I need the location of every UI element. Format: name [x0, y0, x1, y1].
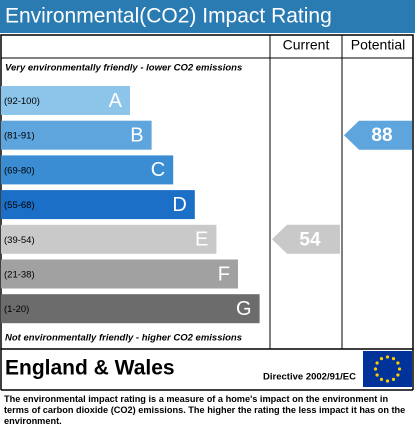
band-letter: D [172, 194, 186, 216]
rating-value: 88 [371, 125, 392, 146]
title: Environmental(CO2) Impact Rating [5, 5, 332, 28]
band-bar [1, 224, 217, 254]
band-bar [1, 120, 152, 150]
band-range: (92-100) [4, 96, 40, 107]
rating-value: 54 [299, 229, 321, 250]
rating-arrow [272, 224, 340, 254]
flag-stars [373, 355, 402, 383]
band-letter: F [218, 263, 230, 285]
title-bar [0, 0, 415, 33]
flag-star [373, 367, 378, 371]
footer: The environmental impact rating is a mea… [4, 394, 406, 426]
band-bar [1, 86, 130, 115]
arrows: 54 88 [272, 120, 412, 254]
bottom-note: Not environmentally friendly - higher CO… [5, 333, 242, 344]
band-range: (21-38) [4, 270, 35, 281]
flag-star [396, 373, 400, 377]
flag-star [379, 377, 384, 381]
flag-star [375, 373, 379, 377]
band-range: (69-80) [4, 165, 35, 176]
flag-star [396, 361, 400, 365]
band-range: (39-54) [4, 235, 35, 246]
region: England & Wales [5, 357, 175, 380]
directive: Directive 2002/91/EC [263, 372, 356, 383]
potential-header: Potential [351, 37, 405, 53]
eu-flag [363, 351, 412, 387]
band-letter: B [130, 124, 143, 146]
band-bar [1, 155, 174, 185]
band-range: (81-91) [4, 131, 35, 142]
rating-arrow [344, 120, 412, 150]
band-bar [1, 190, 195, 220]
flag-star [379, 357, 384, 361]
flag-star [385, 355, 390, 359]
bands: (92-100) A (81-91) B (69-80) C (55-68) D (39-54)… [1, 86, 260, 324]
band-bar [1, 294, 260, 324]
band-letter: E [195, 229, 208, 251]
flag-star [391, 377, 396, 381]
flag-star [375, 361, 379, 365]
flag-star [397, 367, 402, 371]
band-range: (1-20) [4, 304, 29, 315]
band-letter: G [236, 298, 252, 320]
band-letter: A [109, 90, 123, 112]
flag-star [385, 379, 390, 383]
top-note: Very environmentally friendly - lower CO… [5, 63, 242, 74]
flag-star [391, 357, 396, 361]
band-letter: C [151, 159, 165, 181]
band-bar [1, 259, 238, 289]
band-range: (55-68) [4, 200, 35, 211]
current-header: Current [283, 37, 330, 53]
